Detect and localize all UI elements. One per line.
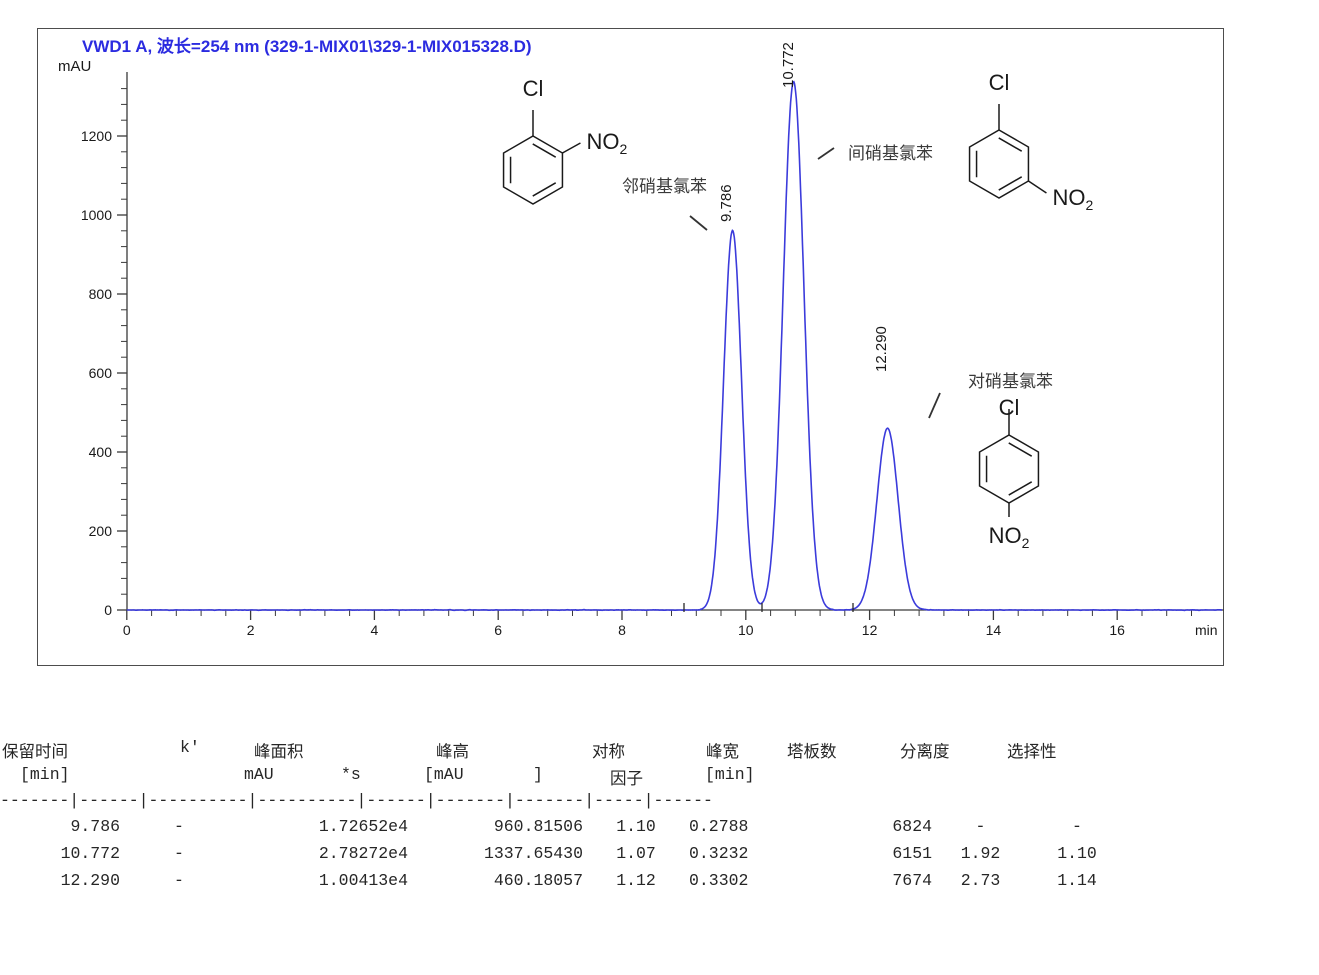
svg-text:NO2: NO2	[1052, 185, 1093, 213]
svg-text:NO2: NO2	[989, 523, 1030, 551]
svg-text:Cl: Cl	[523, 76, 544, 101]
svg-text:10.772: 10.772	[780, 42, 797, 88]
svg-text:Cl: Cl	[989, 70, 1010, 95]
svg-text:NO2: NO2	[586, 129, 627, 157]
svg-text:对硝基氯苯: 对硝基氯苯	[968, 372, 1053, 391]
svg-text:12.290: 12.290	[873, 326, 890, 372]
svg-text:间硝基氯苯: 间硝基氯苯	[848, 144, 933, 163]
svg-text:邻硝基氯苯: 邻硝基氯苯	[622, 177, 707, 196]
svg-text:9.786: 9.786	[718, 184, 735, 222]
svg-text:Cl: Cl	[999, 395, 1020, 420]
